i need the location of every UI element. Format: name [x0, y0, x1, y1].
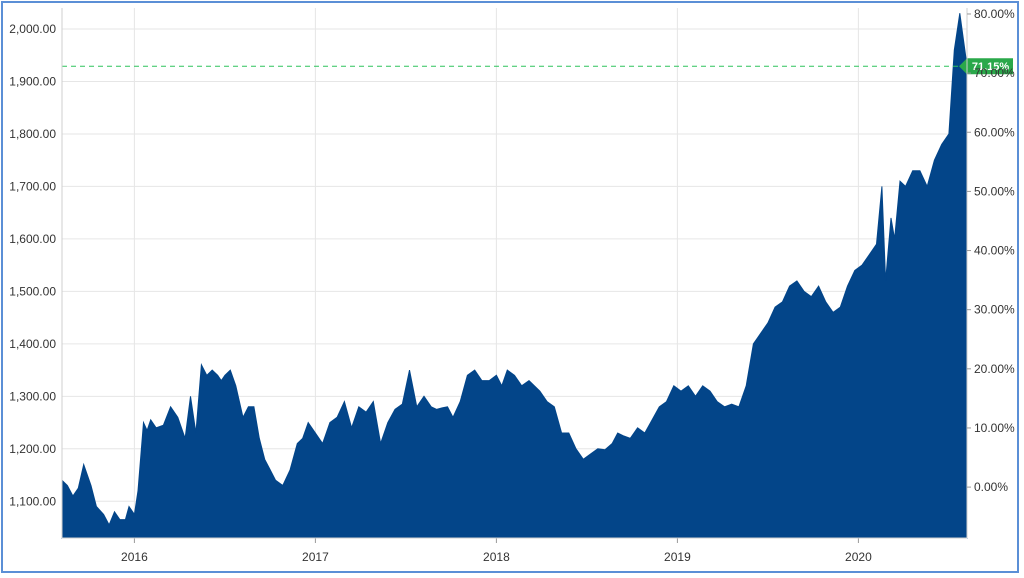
- y-tick-label: 1,900.00: [9, 74, 56, 88]
- y-tick-label: 2,000.00: [9, 22, 56, 36]
- price-area: [61, 13, 968, 539]
- reference-badge-label: 71.15%: [972, 61, 1010, 73]
- x-tick-label: 2020: [845, 550, 872, 564]
- y-tick-label: 1,700.00: [9, 179, 56, 193]
- percent-tick-label: 80.00%: [974, 7, 1015, 21]
- x-tick-label: 2017: [302, 550, 329, 564]
- right-percent-axis: 0.00% 10.00% 20.00% 30.00% 40.00% 50.00% 60.00…: [966, 7, 1015, 538]
- x-axis: 2016 2017 2018 2019 2020: [62, 537, 967, 564]
- percent-tick-label: 10.00%: [974, 421, 1015, 435]
- percent-tick-label: 30.00%: [974, 303, 1015, 317]
- y-tick-label: 1,200.00: [9, 442, 56, 456]
- percent-tick-label: 40.00%: [974, 244, 1015, 258]
- x-tick-label: 2016: [121, 550, 148, 564]
- percent-tick-label: 0.00%: [974, 480, 1008, 494]
- y-tick-label: 1,600.00: [9, 232, 56, 246]
- reference-badge: [959, 58, 1013, 75]
- price-series: [61, 13, 968, 539]
- percent-tick-label: 20.00%: [974, 362, 1015, 376]
- x-tick-label: 2019: [664, 550, 691, 564]
- y-tick-label: 1,100.00: [9, 494, 56, 508]
- percent-tick-label: 70.00%: [974, 66, 1015, 80]
- y-tick-label: 1,500.00: [9, 284, 56, 298]
- x-tick-label: 2018: [483, 550, 510, 564]
- percent-tick-label: 60.00%: [974, 125, 1015, 139]
- y-tick-label: 1,400.00: [9, 337, 56, 351]
- y-tick-label: 1,300.00: [9, 389, 56, 403]
- percent-tick-label: 50.00%: [974, 184, 1015, 198]
- y-tick-label: 1,800.00: [9, 127, 56, 141]
- left-y-axis: 1,100.00 1,200.00 1,300.00 1,400.00 1,500.00…: [9, 8, 63, 538]
- reference-line-group: 71.15%: [62, 58, 1013, 75]
